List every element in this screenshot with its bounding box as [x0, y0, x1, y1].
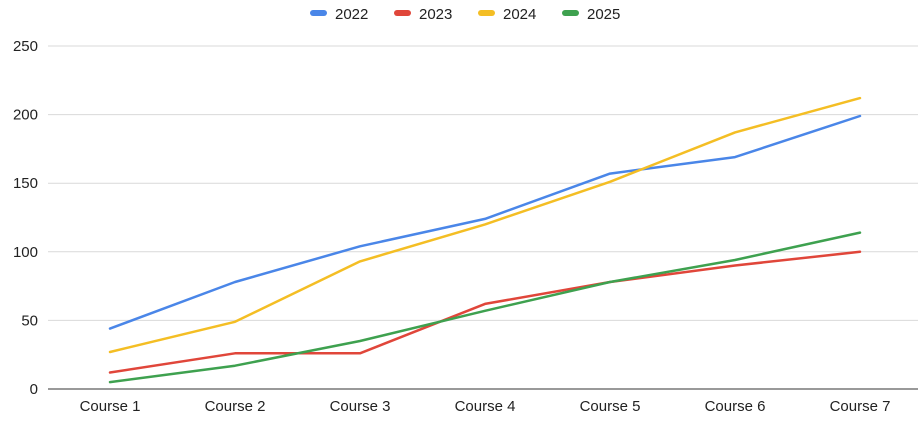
series-line-2022 — [108, 114, 862, 330]
series-line-2024 — [108, 96, 862, 354]
series-line-2023 — [108, 250, 862, 374]
x-tick-label: Course 1 — [80, 398, 141, 415]
legend-label-2022: 2022 — [335, 6, 368, 23]
legend-swatch-2025 — [562, 10, 579, 16]
legend-swatch-2022 — [310, 10, 327, 16]
x-tick-label: Course 6 — [705, 398, 766, 415]
x-tick-label: Course 3 — [330, 398, 391, 415]
y-tick-label: 0 — [30, 381, 38, 398]
legend-swatch-2023 — [394, 10, 411, 16]
gridlines — [48, 45, 918, 321]
series-line-2025 — [108, 231, 862, 384]
y-tick-label: 250 — [13, 38, 38, 55]
y-tick-label: 150 — [13, 175, 38, 192]
legend-label-2023: 2023 — [419, 6, 452, 23]
series-lines — [108, 96, 862, 384]
y-tick-label: 50 — [21, 312, 38, 329]
legend-label-2025: 2025 — [587, 6, 620, 23]
legend: 2022 2023 2024 2025 — [310, 6, 620, 23]
y-tick-label: 100 — [13, 244, 38, 261]
x-tick-label: Course 5 — [580, 398, 641, 415]
legend-label-2024: 2024 — [503, 6, 536, 23]
y-axis-tick-labels: 0 50 100 150 200 250 — [13, 38, 38, 398]
x-tick-label: Course 2 — [205, 398, 266, 415]
legend-swatch-2024 — [478, 10, 495, 16]
x-tick-label: Course 7 — [830, 398, 891, 415]
y-tick-label: 200 — [13, 107, 38, 124]
x-tick-label: Course 4 — [455, 398, 516, 415]
x-axis-tick-labels: Course 1 Course 2 Course 3 Course 4 Course 5… — [80, 398, 891, 415]
